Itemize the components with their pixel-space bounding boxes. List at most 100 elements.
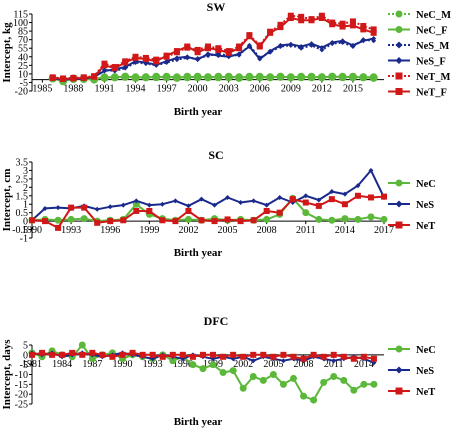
data-point-nes-f: [101, 68, 107, 74]
data-point-nes: [146, 202, 152, 208]
x-tick-label: 2005: [218, 225, 238, 236]
data-point-nec-f: [317, 73, 326, 82]
data-point-nec-f: [183, 73, 192, 82]
data-point-nes-f: [246, 44, 252, 50]
legend-label: NeC: [416, 345, 436, 356]
series-nec: [28, 341, 378, 404]
data-point-nes-f: [164, 58, 170, 64]
data-point-net-f: [308, 17, 315, 24]
data-point-nec-f: [162, 72, 171, 81]
x-tick-label: 2008: [294, 359, 314, 370]
data-point-nes: [331, 358, 337, 364]
data-point-net: [68, 204, 75, 211]
data-point-nes: [251, 198, 257, 204]
x-axis-label: Birth year: [174, 106, 223, 118]
data-point-net-f: [70, 75, 77, 82]
data-point-net-f: [91, 73, 98, 80]
data-point-nec: [239, 384, 247, 392]
y-tick-label: -20: [15, 87, 28, 98]
data-point-net-f: [287, 14, 294, 21]
data-point-nes: [42, 205, 48, 211]
legend: NeC NeS NeT: [388, 345, 436, 398]
data-point-nec: [80, 215, 88, 223]
data-point-nec: [328, 216, 336, 224]
data-point-nec-f: [359, 73, 368, 82]
data-point-nes: [94, 206, 100, 212]
data-point-nec: [380, 215, 388, 223]
x-tick-label: 1993: [61, 225, 81, 236]
data-point-nec: [289, 374, 297, 382]
data-point-net-f: [80, 74, 87, 81]
data-point-net: [149, 351, 156, 358]
x-tick-label: 1988: [63, 84, 83, 95]
data-point-net: [211, 218, 218, 225]
data-point-nec-f: [338, 72, 347, 81]
data-point-nes: [133, 198, 139, 204]
legend-label: NeS: [416, 200, 434, 211]
data-point-nec-f: [172, 73, 181, 82]
legend-marker: [395, 387, 403, 395]
data-point-nec-f: [141, 73, 150, 82]
data-point-nec: [259, 376, 267, 384]
data-point-net-f: [173, 48, 180, 55]
y-tick-label: -10: [15, 370, 28, 381]
x-tick-label: 1993: [143, 359, 163, 370]
legend-item-net: NeT: [388, 387, 435, 398]
data-point-nec: [169, 357, 177, 365]
data-point-net: [230, 351, 237, 358]
x-tick-label: 1981: [22, 359, 42, 370]
series-line-nes: [31, 169, 385, 222]
x-tick-label: 1994: [126, 84, 146, 95]
data-point-nes: [55, 205, 61, 211]
data-point-nec: [54, 216, 62, 224]
data-point-net: [79, 351, 86, 358]
data-point-nec-f: [100, 73, 109, 82]
data-point-nec: [354, 215, 362, 223]
legend-marker: [395, 57, 403, 64]
y-axis-label: Intercept, cm: [1, 169, 13, 232]
legend-item-nec: NeC: [388, 179, 436, 190]
legend-marker: [395, 200, 403, 208]
data-point-nes: [107, 204, 113, 210]
legend-label: NeC_F: [416, 26, 448, 37]
data-point-nec: [350, 386, 358, 394]
legend-item-nes-m: NeS_M: [388, 41, 449, 52]
data-point-nec-f: [276, 72, 285, 81]
data-point-nec: [67, 215, 75, 223]
series-line-nes-f: [52, 37, 374, 81]
data-point-nec-f: [369, 73, 378, 82]
data-point-nec-f: [328, 72, 337, 81]
x-tick-label: 2002: [233, 359, 253, 370]
data-point-nec: [370, 380, 378, 388]
data-point-net-f: [246, 33, 253, 40]
y-tick-label: 2.5: [16, 174, 29, 185]
x-tick-label: 2000: [188, 84, 208, 95]
data-point-nes-f: [371, 36, 377, 42]
data-point-nec: [184, 215, 192, 223]
data-point-net: [250, 217, 257, 224]
x-tick-label: 1987: [82, 359, 102, 370]
data-point-nec: [189, 361, 197, 369]
data-point-net-f: [225, 49, 232, 56]
data-point-net: [340, 353, 347, 360]
data-point-nes: [280, 358, 286, 364]
x-tick-label: 1999: [139, 225, 159, 236]
data-point-nec-f: [152, 73, 161, 82]
y-tick-label: 85: [18, 27, 28, 38]
legend-label: NeT_F: [416, 88, 447, 99]
y-tick-label: 2: [23, 183, 28, 194]
data-point-net: [328, 196, 335, 203]
series-line-nec: [31, 197, 385, 223]
data-point-net: [81, 204, 88, 211]
data-point-net: [310, 351, 317, 358]
legend-label: NeS_M: [416, 41, 449, 52]
y-tick-label: -20: [15, 390, 28, 401]
legend-marker: [395, 345, 403, 353]
legend-label: NeS_F: [416, 57, 446, 68]
data-point-nec: [320, 378, 328, 386]
data-point-net-f: [256, 43, 263, 50]
data-point-nec: [279, 380, 287, 388]
legend-item-nes: NeS: [388, 200, 434, 211]
data-point-nec: [209, 361, 217, 369]
data-point-net: [341, 201, 348, 208]
